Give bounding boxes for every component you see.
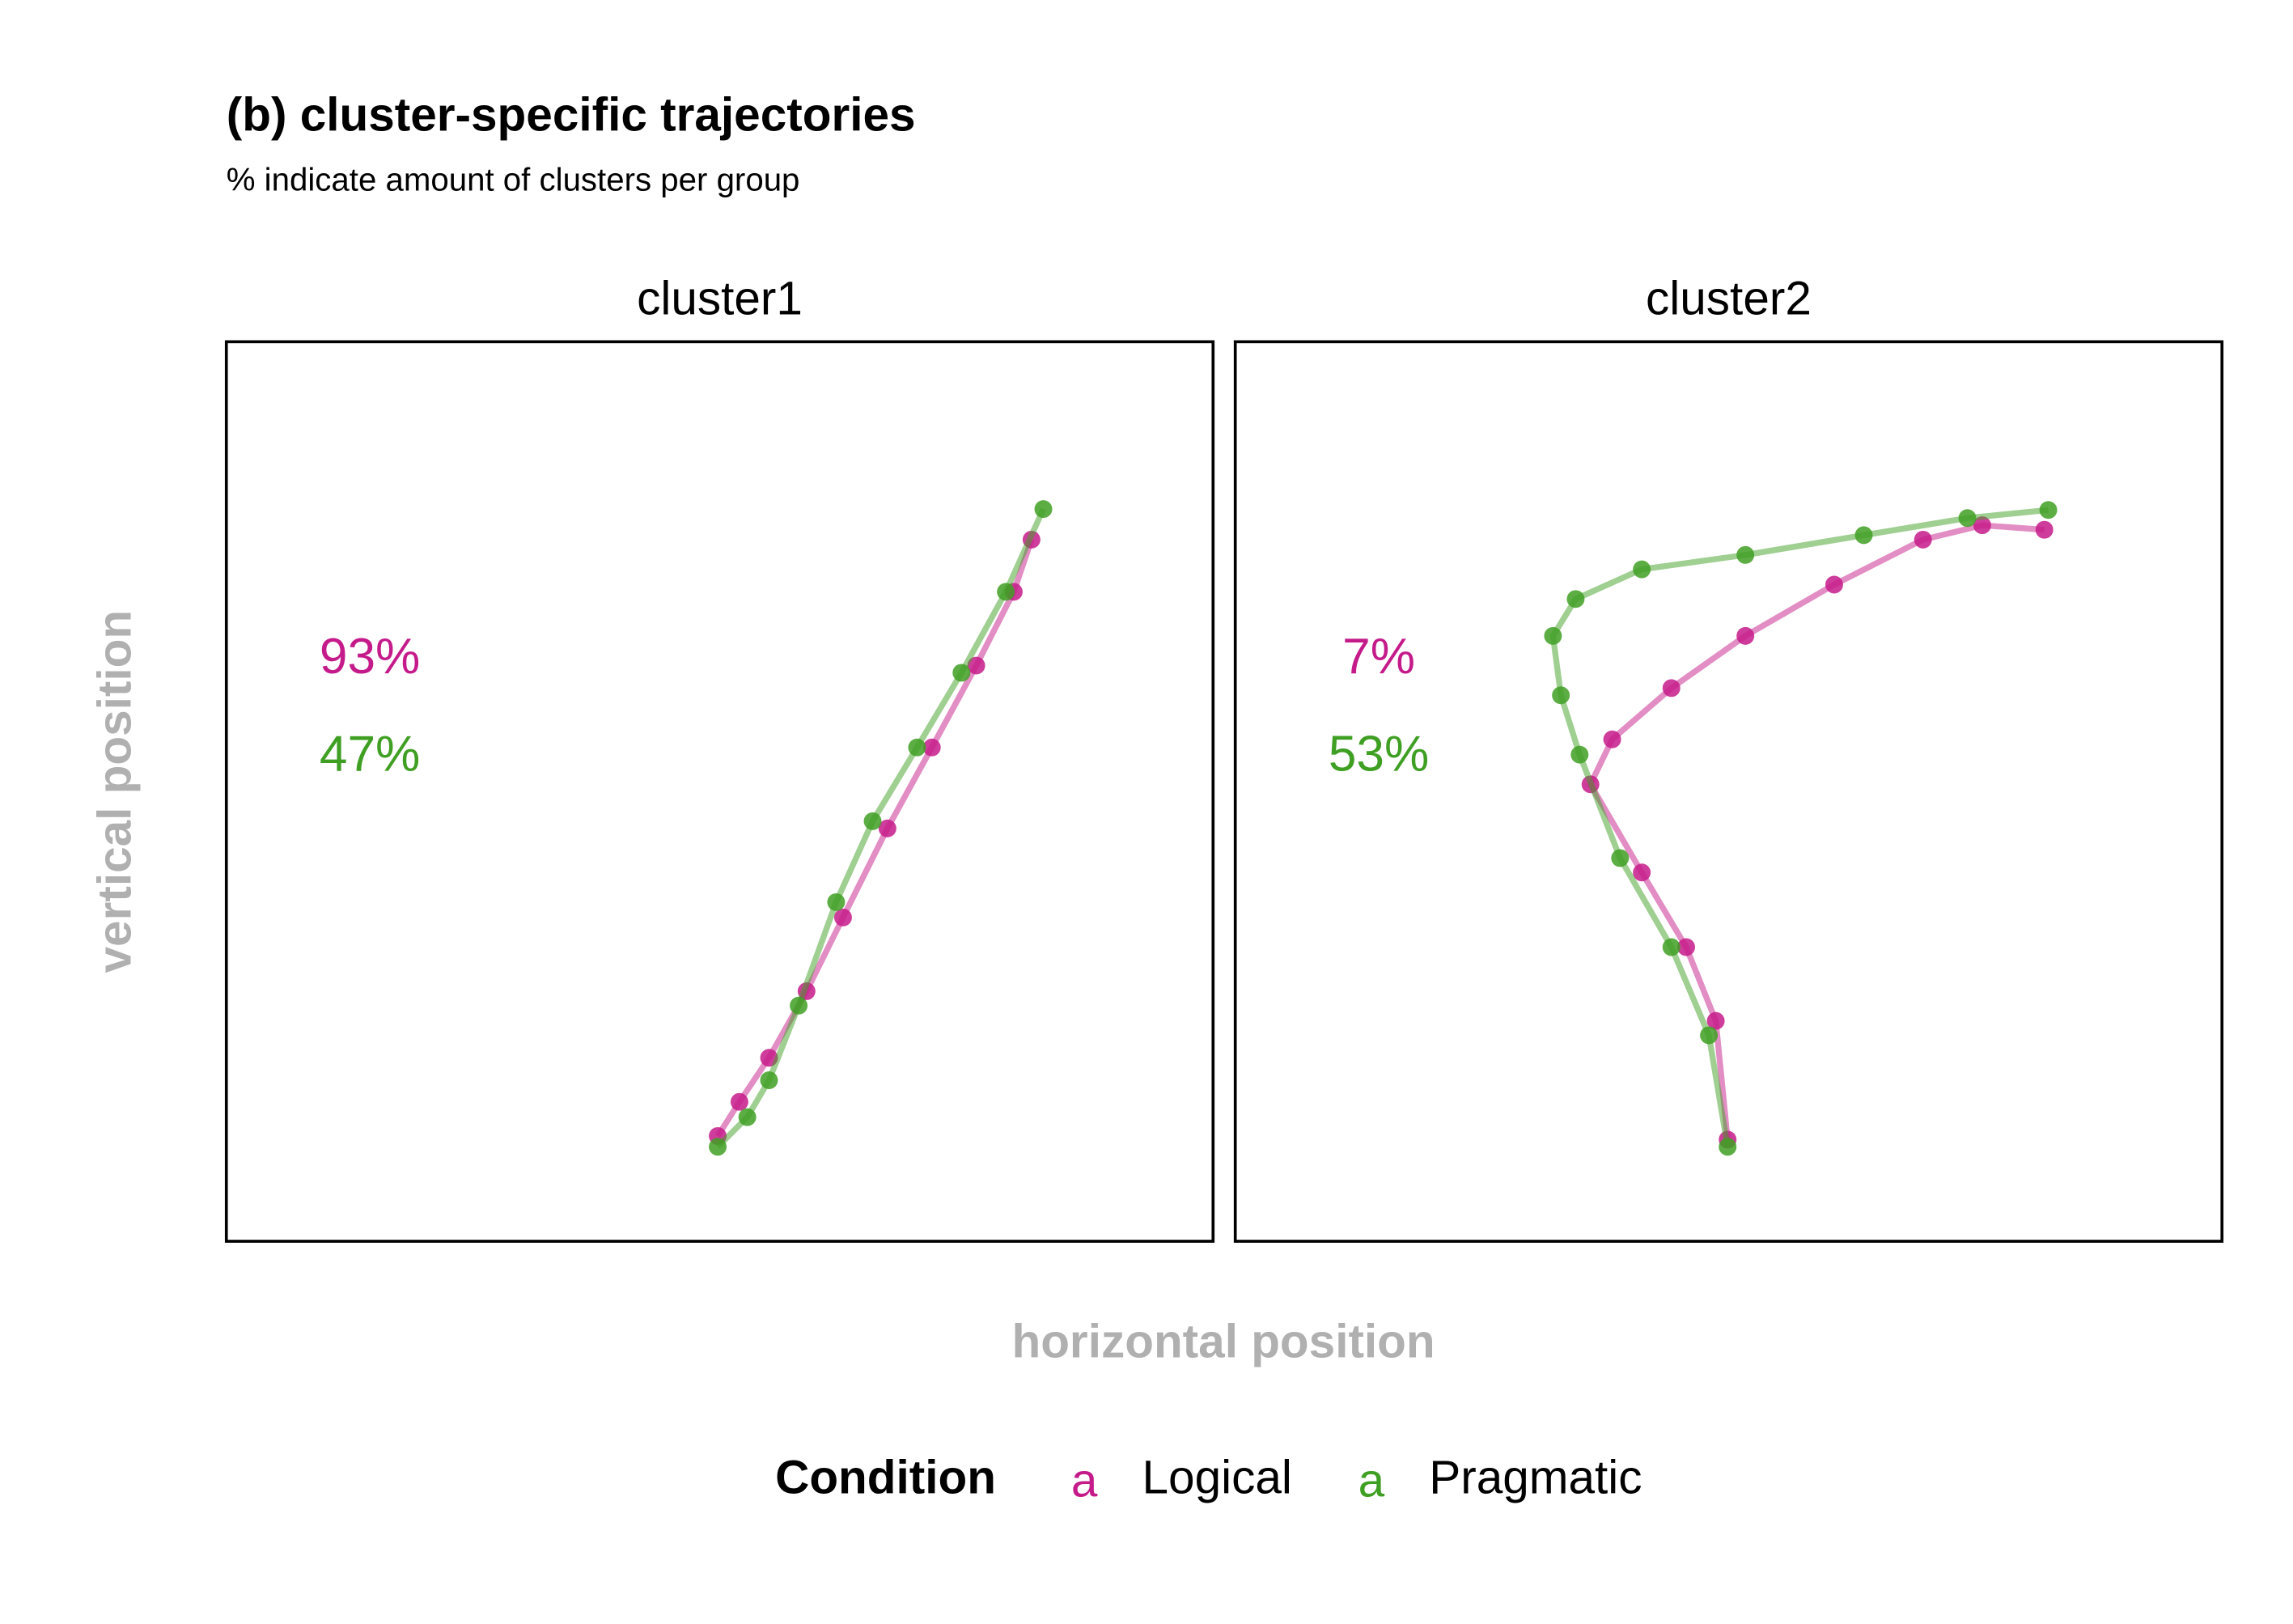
trajectory-point bbox=[833, 908, 852, 926]
trajectory-point bbox=[997, 583, 1015, 601]
trajectory-point bbox=[2039, 501, 2058, 519]
legend-key: a bbox=[1358, 1454, 1385, 1507]
trajectory-point bbox=[1736, 626, 1755, 645]
legend-title: Condition bbox=[775, 1452, 996, 1504]
trajectory-point bbox=[967, 656, 985, 675]
trajectory-line bbox=[715, 507, 1046, 1149]
trajectory-point bbox=[827, 893, 846, 911]
trajectory-point bbox=[738, 1108, 757, 1126]
trajectory-point bbox=[1570, 745, 1589, 764]
trajectory-point bbox=[1700, 1026, 1719, 1045]
trajectory-point bbox=[1544, 626, 1562, 645]
legend-label: Pragmatic bbox=[1429, 1452, 1642, 1504]
chart-subtitle: % indicate amount of clusters per group bbox=[227, 162, 800, 198]
share-label: 47% bbox=[320, 727, 420, 782]
trajectory-point bbox=[1034, 500, 1053, 519]
trajectory-point bbox=[1736, 545, 1755, 564]
trajectory-point bbox=[1973, 516, 1991, 535]
panel-title: cluster2 bbox=[1646, 272, 1812, 324]
share-label: 93% bbox=[320, 629, 420, 685]
y-axis-label: vertical position bbox=[89, 610, 142, 973]
trajectory-point bbox=[1662, 679, 1681, 698]
panel-title: cluster1 bbox=[637, 272, 803, 324]
trajectory-point bbox=[790, 996, 808, 1015]
trajectory-point bbox=[1958, 509, 1977, 528]
trajectory-point bbox=[908, 738, 926, 757]
trajectory-point bbox=[1603, 730, 1621, 748]
trajectory-point bbox=[1677, 938, 1695, 956]
trajectory-point bbox=[1566, 590, 1585, 608]
trajectory-line bbox=[1587, 522, 2045, 1140]
trajectory-point bbox=[760, 1071, 778, 1089]
trajectory-point bbox=[1611, 849, 1630, 867]
trajectory-point bbox=[1854, 526, 1873, 545]
trajectory-point bbox=[1914, 530, 1932, 549]
trajectory-point bbox=[863, 812, 882, 830]
trajectory-point bbox=[1662, 938, 1681, 956]
trajectory-point bbox=[1706, 1011, 1725, 1030]
trajectory-point bbox=[1825, 575, 1843, 594]
trajectory-point bbox=[709, 1138, 727, 1156]
legend-key: a bbox=[1071, 1454, 1098, 1507]
x-axis-label: horizontal position bbox=[1011, 1315, 1435, 1367]
panel-border bbox=[224, 340, 1215, 1243]
panel-border bbox=[1233, 340, 2224, 1243]
trajectory-point bbox=[730, 1092, 748, 1111]
trajectory-point bbox=[952, 664, 971, 682]
share-label: 53% bbox=[1329, 727, 1429, 782]
trajectory-line bbox=[714, 538, 1035, 1138]
trajectory-point bbox=[1552, 686, 1570, 705]
trajectory-point bbox=[1633, 863, 1651, 882]
trajectory-point bbox=[1633, 560, 1651, 579]
chart-title: (b) cluster-specific trajectories bbox=[227, 89, 916, 142]
trajectory-point bbox=[922, 738, 941, 757]
trajectory-point bbox=[2035, 520, 2054, 539]
share-label: 7% bbox=[1342, 629, 1415, 685]
legend-label: Logical bbox=[1142, 1452, 1292, 1504]
trajectory-point bbox=[878, 819, 896, 837]
trajectory-point bbox=[1719, 1138, 1737, 1156]
